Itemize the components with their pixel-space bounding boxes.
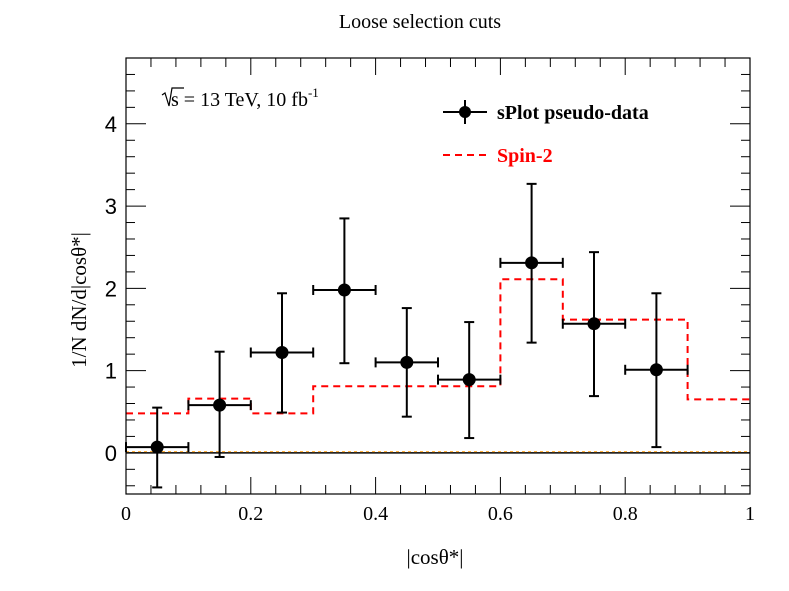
axis-ticks: 0 0.2 0.4 0.6 0.8 1 0 1 2 3 4 [105,57,755,525]
data-marker [525,256,539,270]
chart-title: Loose selection cuts [339,11,501,33]
sqrt-icon [161,87,184,107]
y-tick-label: 2 [105,276,117,301]
data-marker [587,317,601,331]
annotation-text: = 13 TeV, 10 fb [179,89,308,111]
data-point [374,307,439,418]
data-marker [150,440,164,454]
legend-data-label: sPlot pseudo-data [497,102,649,124]
data-marker [213,398,227,412]
x-tick-label: 0.4 [363,503,388,525]
data-point [312,217,377,365]
plot-frame [125,57,751,495]
data-point [561,251,627,398]
x-tick-label: 1 [745,503,755,525]
data-point [125,406,190,489]
x-tick-label: 0.6 [488,503,513,525]
data-marker [337,283,351,297]
data-point [624,292,689,449]
data-marker [462,373,476,387]
data-marker [400,355,414,369]
data-point [437,321,502,440]
x-axis-label: |cosθ*| [407,545,464,569]
data-marker [649,363,663,377]
legend-data-marker [459,106,471,118]
y-tick-label: 4 [105,112,117,137]
data-point [187,350,252,458]
data-point [249,292,315,414]
x-tick-label: 0 [121,503,131,525]
annotation-superscript: -1 [308,85,319,100]
data-marker [275,346,289,360]
spin2-step-line [126,278,750,415]
pseudo-data-series [125,182,689,489]
annotation-sqrt-s: s [171,89,179,111]
y-tick-label: 0 [105,441,117,466]
x-tick-label: 0.2 [238,503,263,525]
legend: sPlot pseudo-data Spin-2 [443,100,649,167]
spin2-series [126,278,750,415]
y-axis-label: 1/N dN/d|cosθ*| [67,232,91,368]
data-point [499,182,564,344]
energy-annotation: s = 13 TeV, 10 fb-1 [161,85,319,111]
zero-line-group [126,451,750,454]
y-tick-label: 3 [105,194,117,219]
svg-text:s = 13 TeV, 10 fb-1: s = 13 TeV, 10 fb-1 [171,85,319,111]
y-tick-label: 1 [105,359,117,384]
legend-spin2-label: Spin-2 [497,145,553,167]
x-tick-label: 0.8 [613,503,638,525]
